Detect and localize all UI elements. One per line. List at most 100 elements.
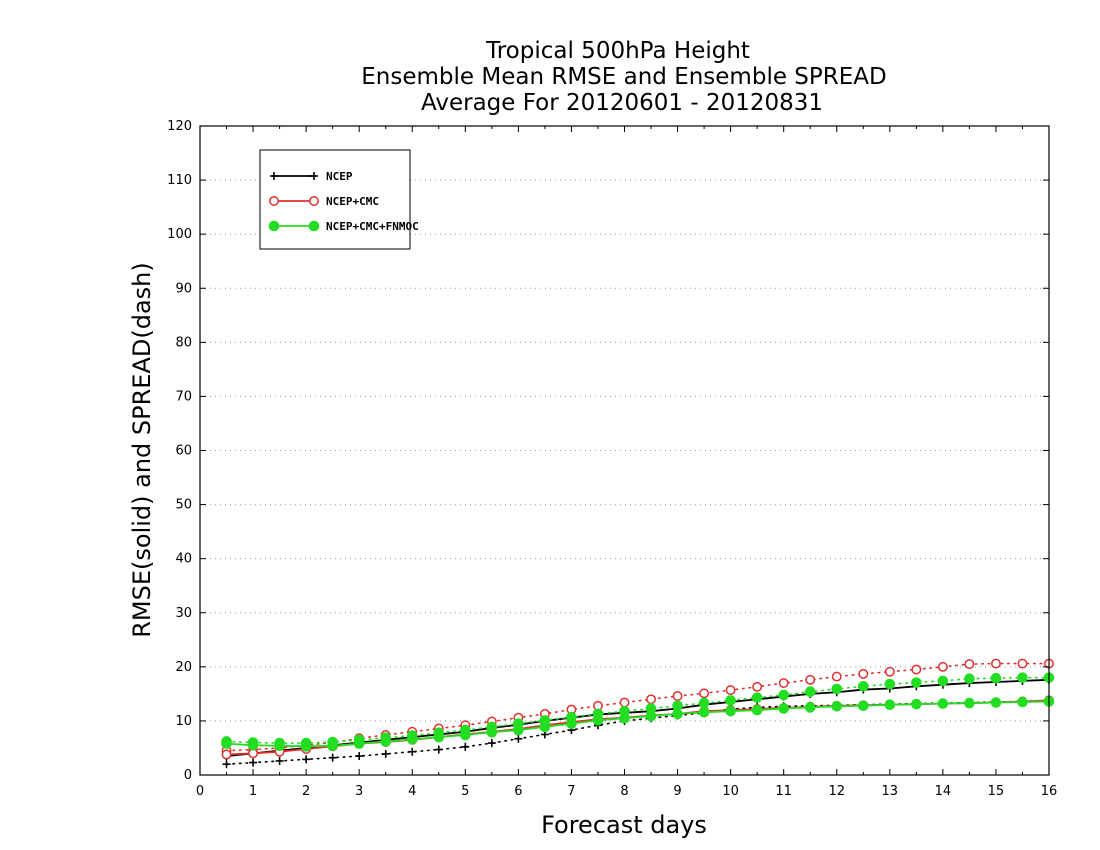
series-ncep-cmc-spread xyxy=(221,658,1054,756)
rmse-point xyxy=(672,708,683,720)
legend: NCEP NCEP+CMC NCEP+CMC+FNMOC xyxy=(259,149,419,250)
rmse-point xyxy=(751,704,763,716)
y-axis: 0 10 20 30 40 50 60 70 80 90 100 110 120 xyxy=(167,119,1049,783)
x-tick-label: 7 xyxy=(567,784,575,799)
legend-marker xyxy=(308,220,320,232)
spread-point xyxy=(911,677,922,688)
rmse-point xyxy=(645,710,657,722)
spread-point xyxy=(858,668,869,679)
chart-title-line-3: Average For 20120601 - 20120831 xyxy=(421,90,823,116)
y-tick-label: 90 xyxy=(175,281,192,296)
legend-box xyxy=(259,149,411,250)
spread-point xyxy=(302,755,311,764)
rmse-point xyxy=(353,738,365,749)
series-ncep-cmc-rmse xyxy=(221,695,1054,760)
rmse-point xyxy=(460,729,471,741)
spread-point xyxy=(408,747,417,756)
x-tick-label: 5 xyxy=(461,784,469,799)
legend-label: NCEP xyxy=(326,170,353,183)
x-tick-label: 6 xyxy=(514,784,522,799)
spread-point xyxy=(857,681,869,692)
series-ncep-cmc-fnmoc-rmse xyxy=(221,696,1055,752)
rmse-point xyxy=(698,706,710,718)
spread-point xyxy=(804,686,816,698)
spread-point xyxy=(698,697,710,709)
rmse-point xyxy=(831,701,843,712)
legend-marker xyxy=(269,196,279,206)
x-tick-label: 9 xyxy=(673,784,681,799)
y-axis-label: RMSE(solid) and SPREAD(dash) xyxy=(128,262,156,638)
spread-point xyxy=(911,664,922,675)
legend-entry-ncep: NCEP xyxy=(270,170,353,183)
spread-point xyxy=(831,683,843,695)
spread-point xyxy=(672,691,683,701)
rmse-point xyxy=(1017,696,1028,708)
spread-point xyxy=(699,688,710,699)
rmse-point xyxy=(592,715,604,726)
spread-point xyxy=(831,671,842,682)
y-tick-label: 70 xyxy=(175,389,192,404)
spread-point xyxy=(964,659,975,670)
spread-point xyxy=(884,666,895,677)
rmse-point xyxy=(804,702,816,713)
rmse-point xyxy=(911,698,922,710)
rmse-point xyxy=(221,738,232,749)
x-tick-label: 0 xyxy=(196,784,204,799)
spread-point xyxy=(805,674,816,685)
series-ncep-spread xyxy=(222,696,1053,769)
x-tick-label: 8 xyxy=(620,784,628,799)
y-tick-label: 30 xyxy=(175,606,192,621)
plot-series xyxy=(221,658,1055,769)
spread-point xyxy=(964,673,975,685)
x-tick-label: 13 xyxy=(882,784,899,799)
rmse-line xyxy=(226,699,1050,756)
x-tick-label: 1 xyxy=(249,784,257,799)
y-tick-label: 80 xyxy=(175,335,192,350)
spread-point xyxy=(249,758,258,767)
rmse-point xyxy=(274,740,285,752)
x-tick-label: 14 xyxy=(935,784,952,799)
rmse-point xyxy=(566,718,577,729)
spread-point xyxy=(646,694,656,705)
rmse-point xyxy=(513,724,524,736)
legend-label: NCEP+CMC+FNMOC xyxy=(326,220,419,233)
rmse-point xyxy=(857,700,869,712)
y-tick-label: 100 xyxy=(167,227,192,242)
legend-marker xyxy=(268,220,280,232)
legend-entry-ncep-cmc-fnmoc: NCEP+CMC+FNMOC xyxy=(268,220,419,233)
spread-point xyxy=(752,681,763,692)
spread-point xyxy=(1017,658,1028,669)
rmse-point xyxy=(990,697,1002,708)
spread-point xyxy=(778,689,789,701)
spread-point xyxy=(222,760,231,769)
spread-point xyxy=(751,692,763,703)
spread-point xyxy=(381,749,390,758)
y-tick-label: 20 xyxy=(175,660,192,675)
x-tick-label: 3 xyxy=(355,784,363,799)
rmse-point xyxy=(380,736,392,747)
y-tick-label: 10 xyxy=(175,714,192,729)
legend-marker xyxy=(309,196,319,206)
rmse-point xyxy=(433,731,445,743)
spread-point xyxy=(487,739,496,748)
rmse-point xyxy=(884,699,896,710)
x-axis-label: Forecast days xyxy=(541,811,707,839)
x-tick-label: 10 xyxy=(722,784,739,799)
x-tick-label: 16 xyxy=(1041,784,1058,799)
spread-point xyxy=(1017,672,1028,683)
spread-point xyxy=(355,752,364,761)
rmse-point xyxy=(221,749,232,760)
spread-point xyxy=(725,685,736,696)
x-tick-label: 12 xyxy=(828,784,845,799)
x-tick-label: 11 xyxy=(775,784,792,799)
x-tick-label: 4 xyxy=(408,784,416,799)
chart-title-line-1: Tropical 500hPa Height xyxy=(485,38,750,64)
x-tick-label: 2 xyxy=(302,784,310,799)
rmse-point xyxy=(300,741,312,752)
rmse-point xyxy=(778,703,789,714)
x-tick-label: 15 xyxy=(988,784,1005,799)
spread-point xyxy=(778,678,789,689)
rmse-point xyxy=(406,734,418,745)
chart-title-line-2: Ensemble Mean RMSE and Ensemble SPREAD xyxy=(361,64,886,90)
spread-line xyxy=(225,662,1050,752)
